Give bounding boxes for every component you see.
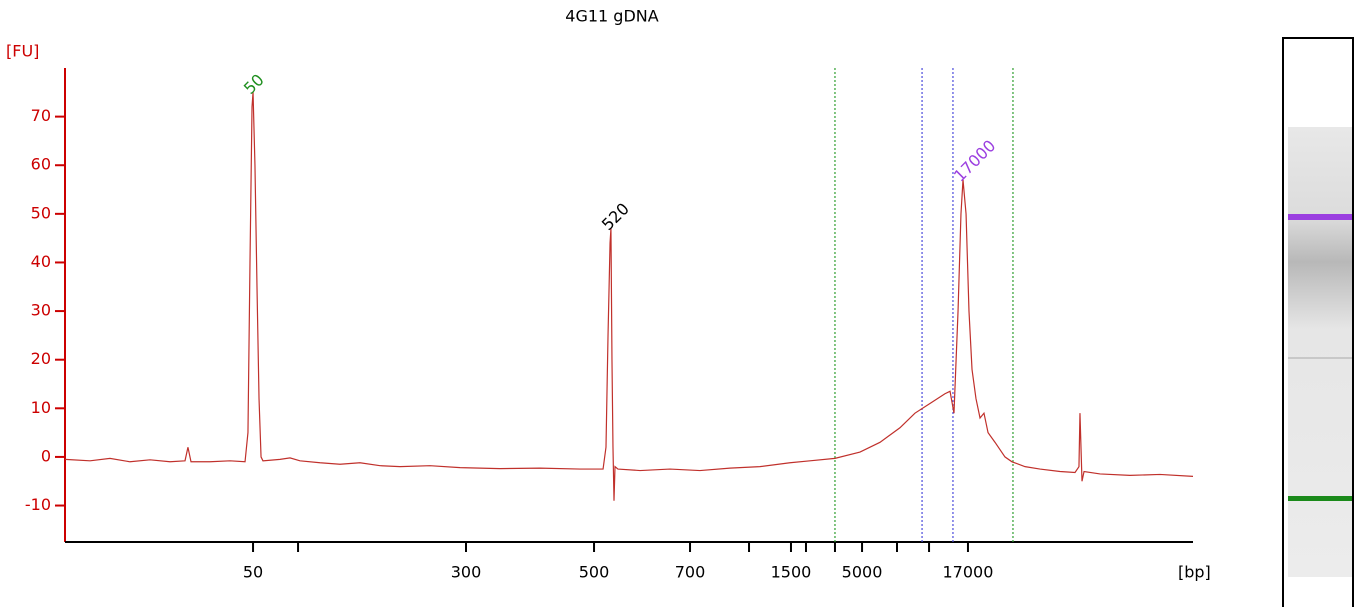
y-tick-label: 30 <box>31 301 51 320</box>
y-tick-label: 0 <box>41 446 51 465</box>
lane-band-lower <box>1288 496 1352 501</box>
x-tick-label: 1500 <box>771 563 812 582</box>
y-tick-label: 20 <box>31 349 51 368</box>
x-axis-label: [bp] <box>1178 563 1211 582</box>
peak-label: 17000 <box>950 136 999 185</box>
y-tick-label: 50 <box>31 203 51 222</box>
x-tick-label: 300 <box>451 563 482 582</box>
y-tick-label: -10 <box>25 495 51 514</box>
x-tick-label: 500 <box>579 563 610 582</box>
x-tick-label: 50 <box>243 563 263 582</box>
y-axis-label: [FU] <box>6 42 39 61</box>
lane-band-upper <box>1288 214 1352 220</box>
chart-title: 4G11 gDNA <box>565 7 658 26</box>
peak-label: 50 <box>240 70 268 98</box>
gel-lane <box>1282 37 1354 607</box>
lane-background <box>1288 127 1352 577</box>
x-tick-label: 5000 <box>842 563 883 582</box>
x-tick-label: 17000 <box>943 563 994 582</box>
lane-band-middle <box>1288 357 1352 359</box>
trace <box>64 92 1194 501</box>
y-tick-label: 10 <box>31 398 51 417</box>
y-tick-label: 60 <box>31 155 51 174</box>
x-tick-label: 700 <box>675 563 706 582</box>
y-tick-label: 70 <box>31 106 51 125</box>
peak-label: 520 <box>598 199 633 234</box>
y-tick-label: 40 <box>31 252 51 271</box>
